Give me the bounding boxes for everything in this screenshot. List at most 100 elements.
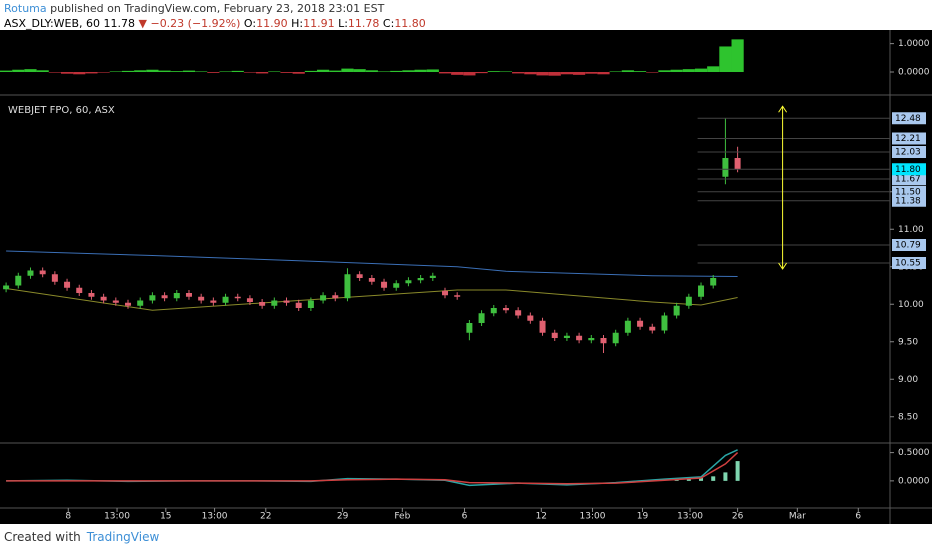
price-label-box — [892, 132, 926, 145]
price-label: 12.03 — [895, 148, 921, 158]
candle-body — [722, 158, 729, 177]
indicator-bar — [548, 72, 561, 76]
candle-body — [661, 315, 668, 331]
candle-body — [3, 285, 10, 290]
author[interactable]: Rotuma — [4, 2, 47, 15]
indicator-bar — [377, 71, 391, 73]
indicator-bar — [268, 71, 281, 73]
ohlc-label: O: — [243, 17, 257, 30]
indicator-bar — [633, 71, 647, 73]
candle-body — [332, 295, 339, 299]
ohlc-value: 11.80 — [394, 17, 426, 30]
indicator-bar — [536, 72, 549, 76]
indicator-bar — [256, 72, 269, 74]
candle-body — [198, 296, 205, 301]
arrow-head — [778, 105, 788, 270]
price-label: 11.67 — [895, 175, 921, 185]
candle-body — [576, 335, 583, 341]
candle-body — [100, 296, 107, 301]
candle-body — [649, 326, 656, 331]
candle-body — [76, 287, 83, 293]
candle-body — [429, 275, 436, 278]
candle-body — [381, 281, 388, 288]
candle-body — [185, 293, 192, 297]
candle-body — [356, 274, 363, 278]
candle-body — [125, 302, 132, 306]
candle-body — [271, 300, 278, 306]
candle-body — [112, 300, 119, 303]
indicator-bar — [585, 72, 598, 74]
indicator-bar — [597, 72, 610, 75]
indicator-bar — [353, 69, 366, 73]
candle-body — [405, 280, 412, 284]
histogram-bar — [711, 476, 716, 481]
indicator-bar — [24, 69, 37, 73]
indicator-bar — [48, 72, 61, 73]
candle-body — [234, 296, 241, 299]
footer: Created with TradingView — [4, 530, 159, 544]
chart: WEBJET FPO, 60, ASX 8.50 9.00 9.50 10.00 10.… — [0, 30, 932, 524]
candle-body — [527, 315, 534, 321]
indicator-bar — [195, 71, 208, 73]
indicator-bar — [646, 72, 659, 73]
price-label-box — [892, 257, 926, 269]
indicator-bar — [73, 72, 86, 75]
ohlc-label: H: — [291, 17, 304, 30]
candle-body — [64, 281, 71, 288]
price-label: 11.38 — [895, 196, 921, 206]
histogram-bar — [699, 478, 704, 481]
indicator-bar — [719, 46, 732, 73]
indicator-bar — [292, 72, 305, 74]
indicator-bar — [475, 72, 488, 74]
y-tick-label: 0.5000 — [898, 448, 930, 458]
ohlc-value: 11.91 — [303, 17, 335, 30]
candle-body — [685, 296, 692, 306]
x-tick-label: Feb — [394, 512, 410, 522]
candle-body — [344, 274, 351, 299]
candle-body — [417, 278, 424, 281]
candle-body — [51, 274, 58, 282]
indicator-bar — [12, 69, 25, 73]
indicator-bar — [731, 39, 744, 73]
indicator-bar — [231, 70, 244, 73]
indicator-bar — [426, 69, 439, 73]
candle-body — [246, 298, 253, 302]
candle-body — [149, 295, 156, 301]
x-tick-label: 29 — [337, 512, 349, 522]
indicator-bar — [341, 68, 354, 73]
price-label: 11.50 — [895, 187, 921, 197]
candle-body — [502, 308, 509, 311]
y-tick-label: 11.00 — [898, 225, 924, 235]
price-label: 11.80 — [895, 165, 921, 175]
indicator-bar — [60, 72, 74, 74]
published: published on TradingView.com, February 2… — [50, 2, 385, 15]
x-tick-label: 19 — [637, 512, 649, 522]
indicator-bar — [390, 70, 403, 73]
indicator-bar — [621, 70, 634, 73]
candle-body — [222, 296, 229, 303]
price-label: 12.48 — [895, 114, 921, 124]
candle-body — [88, 293, 95, 297]
indicator-bar — [219, 71, 232, 73]
indicator-bar — [499, 71, 513, 73]
candle-body — [137, 300, 144, 306]
indicator-bar — [658, 70, 671, 73]
indicator-bar — [682, 69, 695, 73]
brand[interactable]: TradingView — [86, 530, 160, 544]
x-tick-label: 13:00 — [677, 512, 703, 522]
indicator-bar — [280, 72, 293, 73]
indicator-bar — [109, 71, 122, 73]
candle-body — [600, 338, 607, 344]
indicator-bar — [707, 66, 720, 73]
y-tick-label: 0.0000 — [898, 476, 930, 486]
y-tick-label: 0.0000 — [898, 68, 930, 78]
indicator-bar — [573, 72, 586, 75]
x-tick-label: Mar — [789, 512, 806, 522]
price-label-box — [892, 112, 926, 125]
indicator-bar — [414, 69, 427, 73]
symbol: ASX_DLY:WEB, 60 — [4, 17, 101, 30]
x-tick-label: 13:00 — [580, 512, 606, 522]
candle-body — [442, 290, 448, 296]
histogram-bar — [723, 472, 728, 481]
moving-average — [6, 288, 738, 311]
